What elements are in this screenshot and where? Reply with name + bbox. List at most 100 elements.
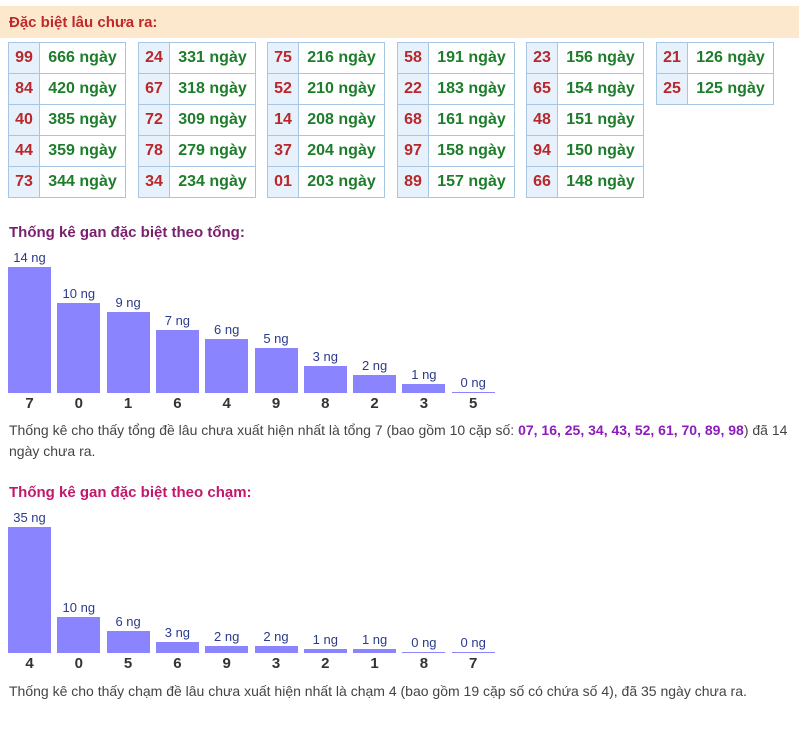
table-row: 78 279 ngày xyxy=(138,135,256,167)
bar-value-label: 35 ng xyxy=(13,510,46,525)
number-cell: 84 xyxy=(8,73,40,105)
days-cell: 309 ngày xyxy=(169,104,256,136)
number-cell: 65 xyxy=(526,73,558,105)
bar-value-label: 6 ng xyxy=(115,614,141,630)
days-cell: 359 ngày xyxy=(39,135,126,167)
header-title: Đặc biệt lâu chưa ra: xyxy=(9,14,158,31)
table-row: 01 203 ngày xyxy=(267,166,385,198)
bar-6 xyxy=(155,330,199,393)
table-row: 21 126 ngày xyxy=(656,42,774,74)
bar-9 xyxy=(205,645,249,653)
x-tick-label: 9 xyxy=(222,655,231,672)
table-row: 44 359 ngày xyxy=(8,135,126,167)
number-cell: 58 xyxy=(397,42,429,74)
number-cell: 25 xyxy=(656,73,688,105)
days-cell: 216 ngày xyxy=(298,42,385,74)
number-cell: 94 xyxy=(526,135,558,167)
sum-desc-highlight: 07, 16, 25, 34, 43, 52, 61, 70, 89, 98 xyxy=(518,422,744,438)
bar-7 xyxy=(8,267,51,393)
table-row: 40 385 ngày xyxy=(8,104,126,136)
days-cell: 385 ngày xyxy=(39,104,126,136)
x-tick-label: 9 xyxy=(271,395,281,412)
x-tick-label: 5 xyxy=(469,395,478,412)
x-tick-label: 8 xyxy=(321,395,330,412)
x-tick-label: 3 xyxy=(271,655,281,672)
bar-value-label: 9 ng xyxy=(115,295,141,310)
bar-0 xyxy=(57,617,101,653)
table-row: 89 157 ngày xyxy=(397,166,515,198)
number-cell: 75 xyxy=(267,42,299,74)
bar-value-label: 14 ng xyxy=(13,250,46,265)
table-row: 58 191 ngày xyxy=(397,42,515,74)
days-cell: 125 ngày xyxy=(687,73,774,105)
table-row: 75 216 ngày xyxy=(267,42,385,74)
days-cell: 161 ngày xyxy=(428,104,515,136)
table-row: 48 151 ngày xyxy=(526,104,644,136)
number-cell: 21 xyxy=(656,42,688,74)
bar-value-label: 3 ng xyxy=(312,349,338,364)
touch-description: Thống kê cho thấy chạm đề lâu chưa xuất … xyxy=(9,683,747,699)
bar-5 xyxy=(451,391,495,393)
table-row: 99 666 ngày xyxy=(8,42,126,74)
x-tick-label: 3 xyxy=(419,395,429,412)
x-tick-label: 4 xyxy=(25,655,34,672)
number-cell: 78 xyxy=(138,135,170,167)
touch-section-title: Thống kê gan đặc biệt theo chạm: xyxy=(9,484,252,501)
days-cell: 156 ngày xyxy=(557,42,644,74)
table-column-3: 75 216 ngày 52 210 ngày 14 208 ngày 37 204 ngày… xyxy=(267,42,385,198)
number-cell: 44 xyxy=(8,135,40,167)
table-column-1: 99 666 ngày 84 420 ngày 40 385 ngày 44 359 ngày… xyxy=(8,42,126,198)
number-cell: 24 xyxy=(138,42,170,74)
table-row: 23 156 ngày xyxy=(526,42,644,74)
x-tick-label: 7 xyxy=(469,655,478,672)
table-row: 65 154 ngày xyxy=(526,73,644,105)
bar-8 xyxy=(303,366,347,393)
number-cell: 99 xyxy=(8,42,40,74)
bar-5 xyxy=(106,631,150,653)
days-cell: 331 ngày xyxy=(169,42,256,74)
number-cell: 89 xyxy=(397,166,429,198)
number-cell: 23 xyxy=(526,42,558,74)
bar-9 xyxy=(254,348,298,393)
table-row: 34 234 ngày xyxy=(138,166,256,198)
days-cell: 279 ngày xyxy=(169,135,256,167)
table-column-5: 23 156 ngày 65 154 ngày 48 151 ngày 94 150 ngày… xyxy=(526,42,644,198)
x-tick-label: 0 xyxy=(74,655,83,672)
x-tick-label: 0 xyxy=(74,395,83,412)
days-cell: 210 ngày xyxy=(298,73,385,105)
number-cell: 97 xyxy=(397,135,429,167)
bar-value-label: 2 ng xyxy=(361,358,388,373)
table-row: 84 420 ngày xyxy=(8,73,126,105)
x-tick-label: 6 xyxy=(173,655,182,672)
days-cell: 157 ngày xyxy=(428,166,515,198)
table-row: 24 331 ngày xyxy=(138,42,256,74)
sum-desc-end: ) đã 14 ngày chưa ra. xyxy=(9,422,788,459)
bar-6 xyxy=(155,642,199,653)
bar-7 xyxy=(451,651,495,653)
x-tick-label: 2 xyxy=(370,395,379,412)
number-cell: 14 xyxy=(267,104,299,136)
days-cell: 148 ngày xyxy=(557,166,644,198)
x-tick-label: 2 xyxy=(321,655,330,672)
days-cell: 150 ngày xyxy=(557,135,644,167)
bar-8 xyxy=(402,651,446,653)
number-cell: 72 xyxy=(138,104,170,136)
bar-value-label: 10 ng xyxy=(62,600,96,615)
bar-4 xyxy=(205,339,249,393)
table-row: 37 204 ngày xyxy=(267,135,385,167)
days-cell: 154 ngày xyxy=(557,73,644,105)
table-row: 25 125 ngày xyxy=(656,73,774,105)
table-row: 14 208 ngày xyxy=(267,104,385,136)
number-cell: 22 xyxy=(397,73,429,105)
days-cell: 420 ngày xyxy=(39,73,126,105)
sum-description: Thống kê cho thấy tổng đề lâu chưa xuất … xyxy=(9,420,794,462)
bar-0 xyxy=(57,303,101,393)
table-column-2: 24 331 ngày 67 318 ngày 72 309 ngày 78 279 ngày… xyxy=(138,42,256,198)
bar-value-label: 10 ng xyxy=(62,286,96,301)
bar-value-label: 0 ng xyxy=(460,374,486,390)
days-cell: 234 ngày xyxy=(169,166,256,198)
number-cell: 37 xyxy=(267,135,299,167)
x-tick-label: 8 xyxy=(419,655,429,672)
days-cell: 151 ngày xyxy=(557,104,644,136)
bar-3 xyxy=(254,645,298,653)
